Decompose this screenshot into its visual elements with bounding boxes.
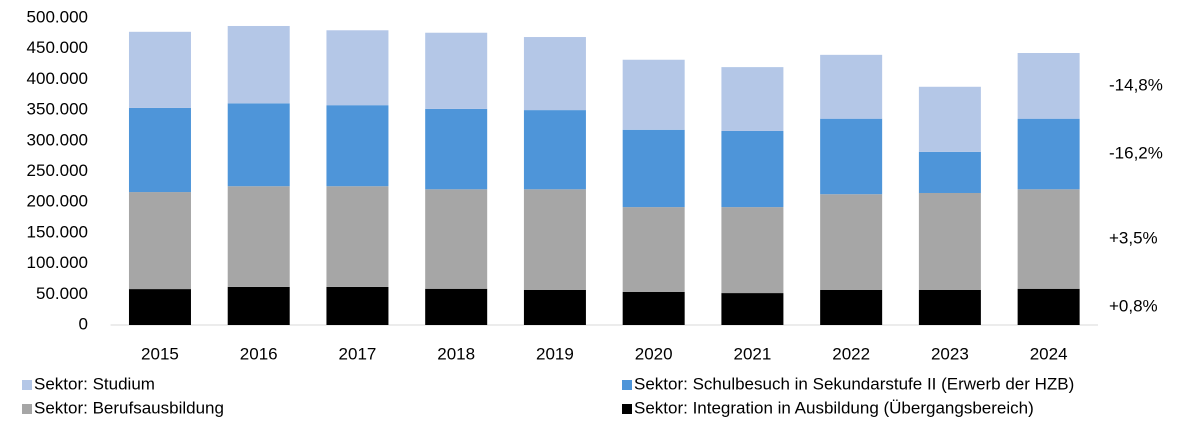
- bar-segment: [227, 286, 290, 325]
- bar-segment: [721, 67, 784, 131]
- bar-segment: [128, 289, 191, 325]
- bar-segment: [918, 86, 981, 152]
- y-tick-label: 0: [79, 314, 88, 333]
- bar-segment: [523, 290, 586, 325]
- bar-segment: [820, 54, 883, 119]
- bar-segment: [425, 32, 488, 109]
- bar-segment: [326, 186, 389, 287]
- bar-segment: [721, 293, 784, 325]
- bar-segment: [721, 207, 784, 294]
- y-tick-label: 450.000: [27, 38, 88, 57]
- bar-segment: [523, 189, 586, 291]
- bar-segment: [523, 110, 586, 190]
- bar-segment: [622, 129, 685, 208]
- annotation: +3,5%: [1109, 229, 1158, 248]
- x-tick-label: 2022: [832, 344, 870, 363]
- annotation: -16,2%: [1109, 143, 1163, 162]
- bar-segment: [128, 107, 191, 193]
- legend-swatch: [22, 380, 32, 390]
- bar-segment: [523, 37, 586, 111]
- y-tick-label: 300.000: [27, 130, 88, 149]
- bar-segment: [227, 25, 290, 104]
- bar-segment: [1017, 288, 1080, 325]
- bar-segment: [1017, 189, 1080, 289]
- x-tick-label: 2021: [733, 344, 771, 363]
- bar-segment: [326, 286, 389, 325]
- bar-segment: [918, 290, 981, 325]
- legend-label: Sektor: Studium: [34, 374, 155, 393]
- y-tick-label: 50.000: [36, 284, 88, 303]
- annotation: -14,8%: [1109, 75, 1163, 94]
- legend-label: Sektor: Integration in Ausbildung (Überg…: [634, 398, 1034, 417]
- legend-swatch: [622, 404, 632, 414]
- bar-segment: [425, 108, 488, 190]
- bar-segment: [128, 31, 191, 108]
- bar-segment: [227, 186, 290, 287]
- x-tick-label: 2016: [240, 344, 278, 363]
- y-tick-label: 400.000: [27, 69, 88, 88]
- bar-segment: [721, 130, 784, 208]
- bar-segment: [128, 192, 191, 290]
- legend-swatch: [622, 380, 632, 390]
- y-tick-label: 500.000: [27, 7, 88, 26]
- x-tick-label: 2018: [437, 344, 475, 363]
- y-tick-label: 150.000: [27, 222, 88, 241]
- y-tick-label: 250.000: [27, 161, 88, 180]
- bar-segment: [918, 192, 981, 291]
- bar-segment: [820, 290, 883, 325]
- bar-segment: [918, 151, 981, 193]
- legend-label: Sektor: Schulbesuch in Sekundarstufe II …: [634, 374, 1074, 393]
- legend-label: Sektor: Berufsausbildung: [34, 398, 224, 417]
- x-tick-label: 2017: [339, 344, 377, 363]
- x-tick-label: 2015: [141, 344, 179, 363]
- x-tick-label: 2023: [931, 344, 969, 363]
- bar-segment: [1017, 52, 1080, 119]
- bar-segment: [622, 207, 685, 292]
- bar-segment: [326, 30, 389, 106]
- legend-swatch: [22, 404, 32, 414]
- bar-segment: [227, 103, 290, 187]
- y-tick-label: 200.000: [27, 192, 88, 211]
- bar-segment: [622, 59, 685, 130]
- y-tick-label: 350.000: [27, 100, 88, 119]
- x-tick-label: 2020: [635, 344, 673, 363]
- bar-segment: [425, 288, 488, 325]
- bar-segment: [820, 194, 883, 291]
- bar-segment: [820, 118, 883, 195]
- annotation: +0,8%: [1109, 296, 1158, 315]
- bar-segment: [1017, 118, 1080, 190]
- x-tick-label: 2019: [536, 344, 574, 363]
- bar-segment: [425, 189, 488, 289]
- bar-segment: [326, 105, 389, 187]
- x-tick-label: 2024: [1030, 344, 1068, 363]
- y-tick-label: 100.000: [27, 253, 88, 272]
- bar-segment: [622, 291, 685, 325]
